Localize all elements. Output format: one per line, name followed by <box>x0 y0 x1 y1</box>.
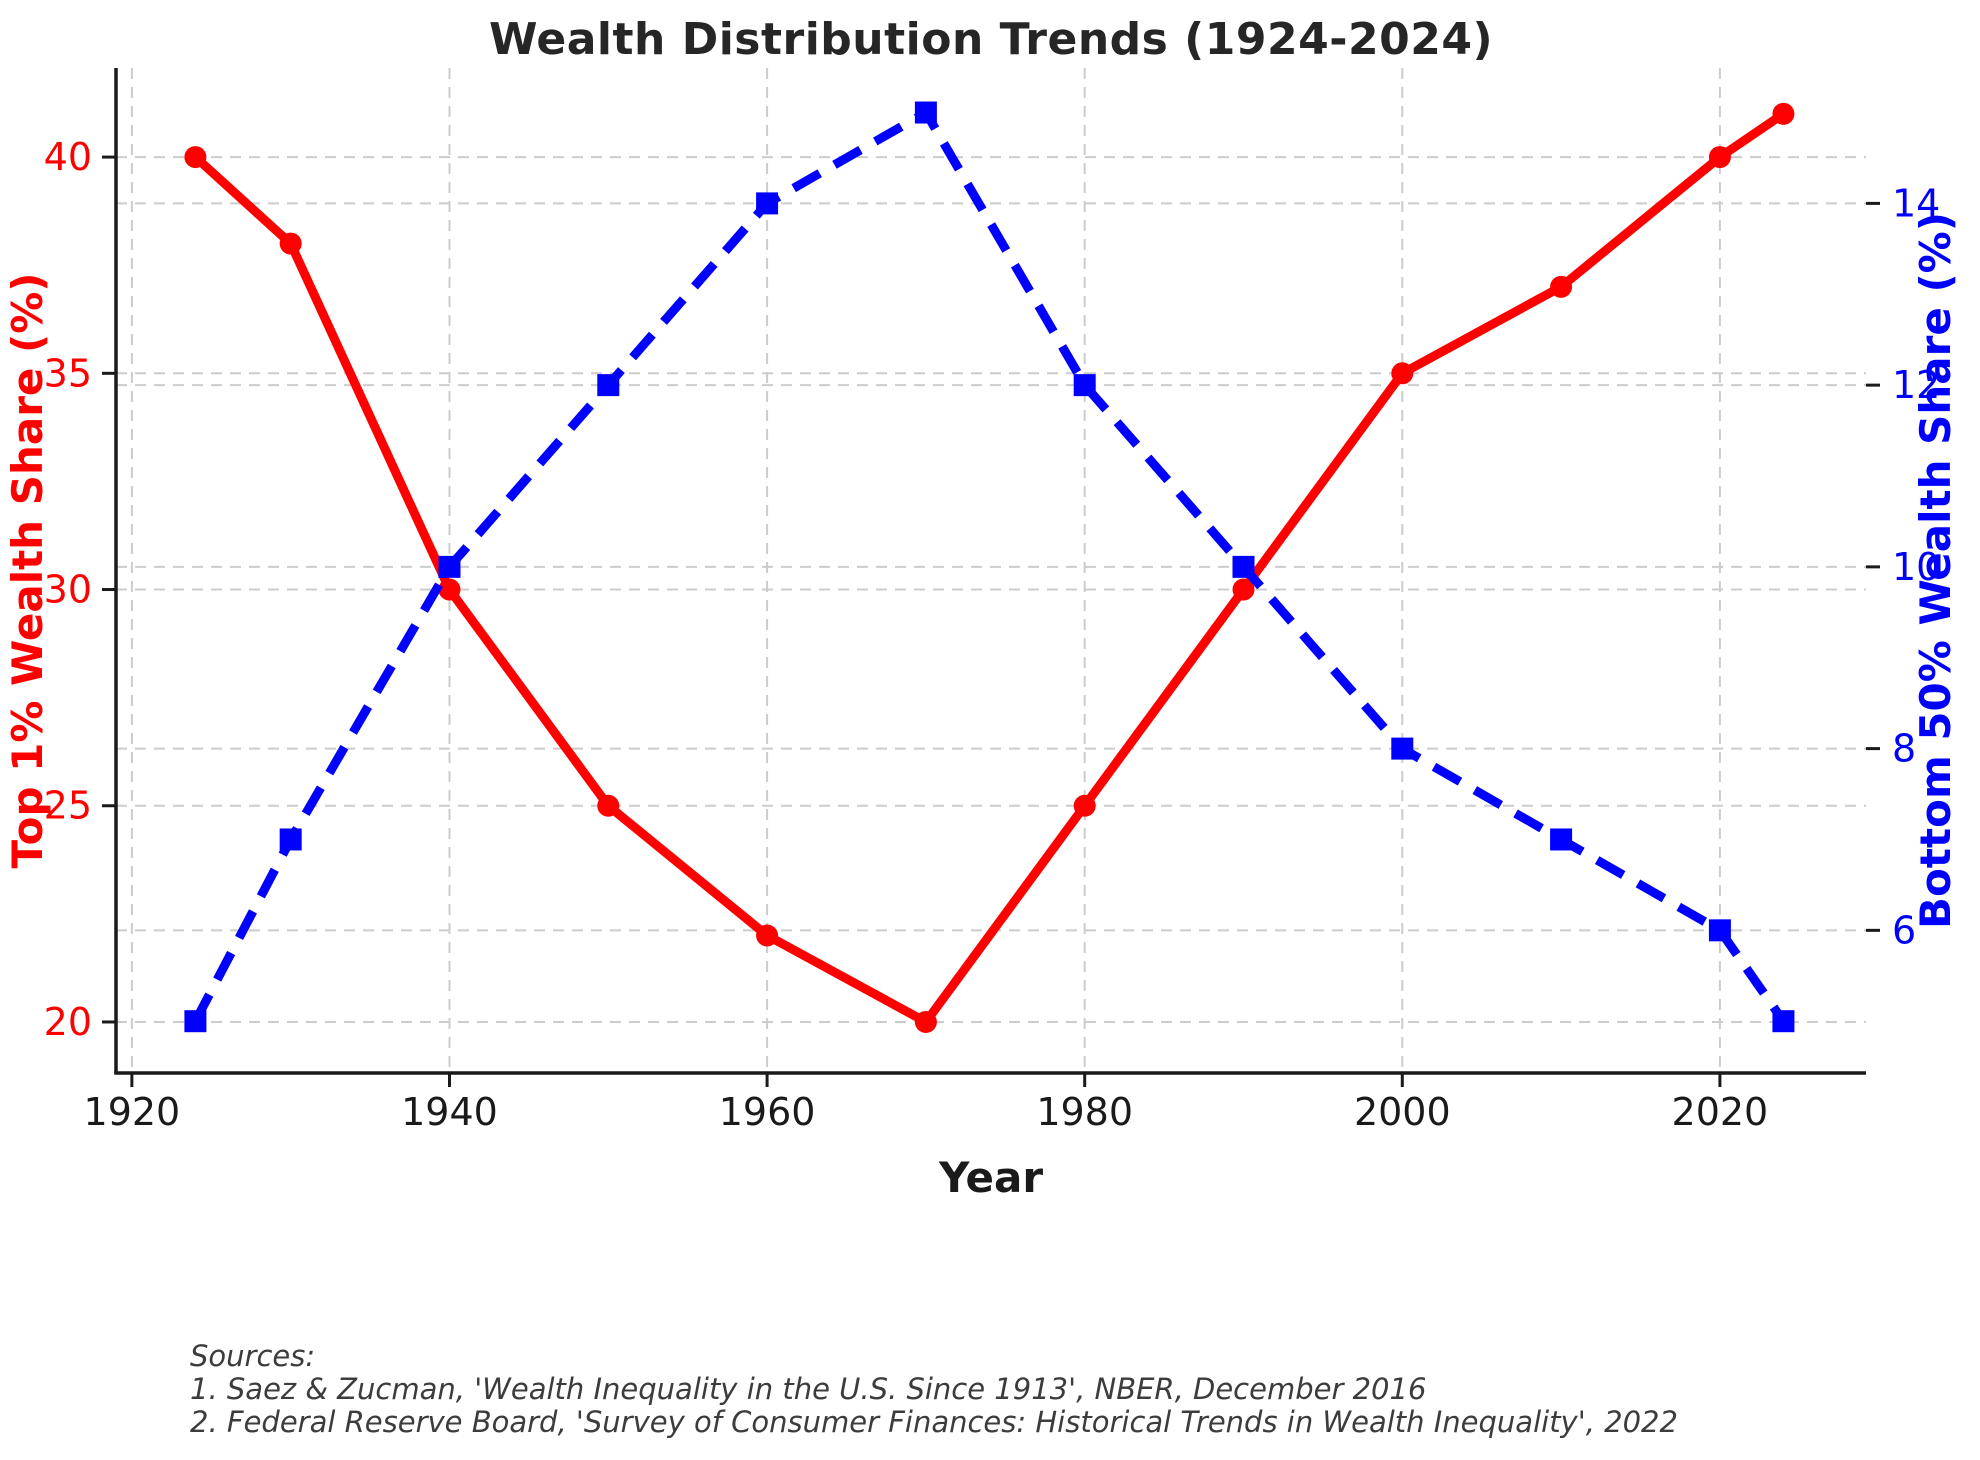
x-tick-label: 2000 <box>1354 1090 1451 1134</box>
top1-share-line <box>192 110 1786 1027</box>
top1-data-point-marker <box>756 924 779 947</box>
bottom50-data-point-marker <box>1772 1010 1795 1033</box>
top1-data-point-marker <box>184 146 207 169</box>
right-tick-label: 8 <box>1892 727 1916 771</box>
top1-data-point-marker <box>1772 102 1795 125</box>
sources-note: Sources: 1. Saez & Zucman, 'Wealth Inequ… <box>190 1339 1678 1439</box>
left-tick-label: 30 <box>44 568 92 612</box>
left-tick-label: 40 <box>44 135 92 179</box>
right-tick-label: 12 <box>1892 363 1940 407</box>
left-axis-label: Top 1% Wealth Share (%) <box>3 273 52 869</box>
top1-data-point-marker <box>1550 275 1573 298</box>
bottom50-data-point-marker <box>1073 374 1096 397</box>
top1-data-point-marker <box>1391 362 1414 385</box>
bottom50-data-point-marker <box>1550 828 1573 851</box>
bottom50-share-line <box>191 108 1788 1024</box>
x-tick-label: 2020 <box>1672 1090 1769 1134</box>
bottom50-data-point-marker <box>1391 737 1414 760</box>
x-tick-label: 1960 <box>719 1090 816 1134</box>
x-tick-label: 1980 <box>1036 1090 1133 1134</box>
right-tick-label: 10 <box>1892 545 1940 589</box>
top1-data-point-marker <box>438 578 461 601</box>
bottom50-data-point-marker <box>914 101 937 124</box>
chart-title: Wealth Distribution Trends (1924-2024) <box>488 14 1494 65</box>
left-tick-label: 20 <box>44 1000 92 1044</box>
right-tick-label: 6 <box>1892 908 1916 952</box>
bottom50-data-point-marker <box>279 828 302 851</box>
top1-data-point-marker <box>914 1010 937 1033</box>
bottom50-data-point-marker <box>597 374 620 397</box>
top1-data-point-marker <box>1073 794 1096 817</box>
x-tick-label: 1940 <box>401 1090 498 1134</box>
bottom50-data-point-marker <box>438 555 461 578</box>
x-axis-label: Year <box>938 1153 1043 1202</box>
left-tick-label: 25 <box>44 784 92 828</box>
x-tick-label: 1920 <box>84 1090 181 1134</box>
bottom50-data-point-marker <box>184 1010 207 1033</box>
right-axis-label: Bottom 50% Wealth Share (%) <box>1911 212 1960 929</box>
left-tick-label: 35 <box>44 351 92 395</box>
bottom50-data-point-marker <box>756 192 779 215</box>
top1-data-point-marker <box>1232 578 1255 601</box>
top1-data-point-marker <box>1708 146 1731 169</box>
bottom50-data-point-marker <box>1708 919 1731 942</box>
bottom50-data-point-marker <box>1232 555 1255 578</box>
top1-data-point-marker <box>597 794 620 817</box>
right-tick-label: 14 <box>1892 181 1940 225</box>
top1-data-point-marker <box>279 232 302 255</box>
